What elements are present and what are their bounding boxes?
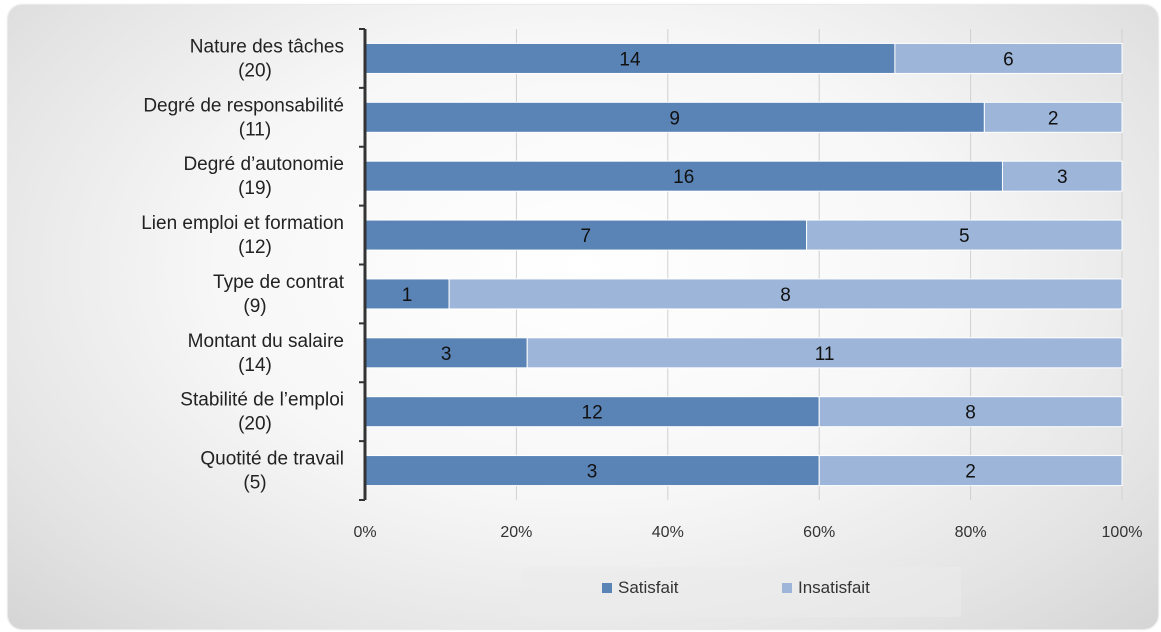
bar-value-label: 7 [581,226,592,247]
bar-value-label: 3 [1057,167,1068,188]
bar-value-label: 8 [965,403,976,424]
bar-insatisfait [526,337,1123,369]
x-tick-label: 40% [652,524,684,541]
legend-label-satisfait: Satisfait [618,578,679,597]
bar-insatisfait [983,101,1123,133]
bar-insatisfait [806,219,1123,251]
bar-value-label: 9 [669,108,680,129]
bar-satisfait [364,337,528,369]
bar-value-label: 11 [815,344,835,365]
bar-satisfait [364,396,820,428]
legend-item-insatisfait: Insatisfait [782,578,870,598]
bar-satisfait [364,219,808,251]
bar-value-label: 3 [441,344,452,365]
category-label: Stabilité de l’emploi (20) [180,390,344,435]
bar-value-label: 16 [673,167,694,188]
bar-insatisfait [818,455,1123,487]
x-tick-labels: 0% 20% 40% 60% 80% 100% [353,524,1142,541]
bar-insatisfait [818,396,1123,428]
bar-value-label: 1 [402,285,413,306]
category-label: Type de contrat (9) [213,272,345,317]
bar-value-label: 5 [959,226,970,247]
bar-insatisfait [894,42,1123,74]
bar-value-label: 2 [965,462,976,483]
bar-insatisfait [448,278,1123,310]
category-label: Nature des tâches (20) [190,36,344,81]
x-tick-label: 0% [353,524,376,541]
legend-swatch-satisfait [602,583,612,593]
bar-value-label: 8 [780,285,791,306]
legend-item-satisfait: Satisfait [602,578,678,598]
category-labels: Nature des tâches (20) Degré de responsabi… [141,36,345,493]
legend [521,567,961,617]
x-tick-label: 80% [955,524,987,541]
category-label: Lien emploi et formation (12) [141,213,344,258]
legend-swatch-insatisfait [782,583,792,593]
gridlines [515,29,1123,500]
category-label: Quotité de travail (5) [200,449,344,494]
bar-value-label: 2 [1048,108,1059,129]
x-tick-label: 60% [803,524,835,541]
legend-label-insatisfait: Insatisfait [798,578,870,597]
bar-satisfait [364,455,820,487]
bar-value-label: 12 [582,403,603,424]
bar-value-label: 14 [619,49,641,70]
bar-satisfait [364,278,450,310]
bar-value-label: 6 [1003,49,1014,70]
category-label: Degré d’autonomie (19) [183,154,344,199]
bar-insatisfait [1001,160,1123,192]
bars: 14 6 9 2 16 3 7 5 1 8 3 11 12 8 3 2 [364,42,1123,487]
y-axis [359,28,367,501]
category-label: Montant du salaire (14) [188,331,344,376]
bar-value-label: 3 [587,462,598,483]
x-tick-label: 20% [500,524,532,541]
x-tick-label: 100% [1102,524,1143,541]
category-label: Degré de responsabilité (11) [143,95,344,140]
